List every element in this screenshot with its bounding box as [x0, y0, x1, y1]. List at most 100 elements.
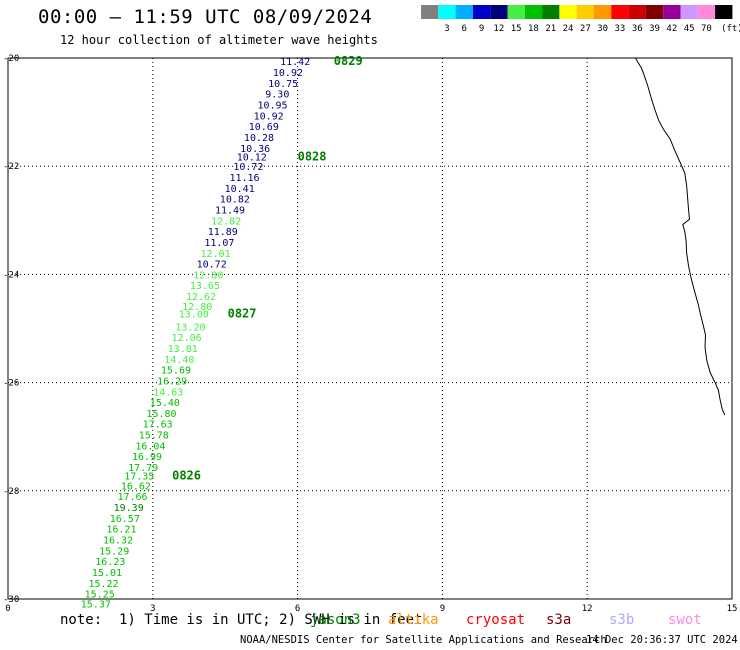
- pass-date-label: 0829: [334, 54, 363, 68]
- legend-label: 15: [511, 24, 522, 34]
- swh-value: 11.16: [229, 173, 259, 184]
- swh-value: 10.36: [240, 144, 270, 155]
- satellite-jason3: jason3: [310, 612, 361, 628]
- legend-swatch: [628, 5, 646, 19]
- legend-swatch: [542, 5, 560, 19]
- x-tick-label: 0: [5, 604, 10, 614]
- swh-value: 17.66: [117, 492, 147, 503]
- legend-swatch: [645, 5, 664, 19]
- legend-swatch: [594, 5, 612, 19]
- satellite-swot: swot: [668, 612, 702, 628]
- swh-value: 12.80: [193, 270, 223, 281]
- swh-value: 10.92: [254, 111, 284, 122]
- swh-value: 10.95: [257, 101, 287, 112]
- pass-date-label: 0826: [172, 469, 201, 483]
- y-tick-label: -30: [3, 595, 19, 605]
- swh-value: 10.12: [237, 152, 267, 163]
- satellite-cryosat: cryosat: [466, 612, 526, 628]
- satellite-s3b: s3b: [609, 612, 635, 628]
- page-subtitle: 12 hour collection of altimeter wave hei…: [60, 33, 378, 47]
- axis-ticks: 0 3 6 9 12 15 -20 -22 -24 -26 -28 -30: [3, 54, 737, 614]
- legend-label: 30: [597, 24, 608, 34]
- swh-value: 10.69: [249, 122, 279, 133]
- swh-value: 12.01: [200, 249, 230, 260]
- legend-swatch: [576, 5, 594, 19]
- swh-value: 14.63: [153, 387, 183, 398]
- coastline-path: [635, 57, 726, 416]
- swh-value: 11.42: [280, 57, 310, 68]
- x-tick-label: 9: [440, 604, 445, 614]
- credit-line: NOAA/NESDIS Center for Satellite Applica…: [240, 634, 607, 646]
- swh-value: 11.89: [208, 227, 238, 238]
- pass-date-label: 0828: [298, 149, 327, 163]
- pass-annotations: 0829 0828 0827 0826: [172, 54, 363, 482]
- swh-value: 16.57: [110, 514, 140, 525]
- swh-value: 15.29: [99, 546, 129, 557]
- grid-lines: [8, 58, 732, 599]
- swh-value: 16.99: [132, 452, 162, 463]
- swh-value: 16.04: [135, 441, 165, 452]
- swh-value: 10.75: [268, 79, 298, 90]
- swh-value: 12.80: [182, 302, 212, 313]
- legend-label: 18: [528, 24, 539, 34]
- swh-value: 15.80: [146, 409, 176, 420]
- legend-label: 39: [649, 24, 660, 34]
- swh-value: 15.78: [139, 431, 169, 442]
- swh-value: 12.82: [211, 216, 241, 227]
- swh-value: 15.40: [150, 398, 180, 409]
- legend-swatch: [715, 5, 733, 19]
- swh-value: 13.65: [190, 281, 220, 292]
- swh-points: 11.4210.9210.759.3010.9510.9210.6910.281…: [81, 57, 310, 610]
- y-tick-label: -24: [3, 270, 19, 280]
- swh-value: 16.21: [106, 525, 136, 536]
- legend-label: 21: [545, 24, 556, 34]
- legend-unit: (ft): [721, 24, 740, 34]
- legend-swatch: [559, 5, 577, 19]
- legend-swatch: [680, 5, 698, 19]
- swh-value: 15.01: [92, 568, 122, 579]
- legend-swatch: [421, 5, 439, 19]
- swh-value: 10.41: [225, 184, 255, 195]
- footnote: note: 1) Time is in UTC; 2) SWH is in fe…: [60, 612, 423, 628]
- x-tick-label: 15: [727, 604, 738, 614]
- legend-label: 36: [632, 24, 643, 34]
- legend-swatch: [490, 5, 508, 19]
- page-title: 00:00 – 11:59 UTC 08/09/2024: [38, 6, 373, 28]
- legend-label: 42: [666, 24, 677, 34]
- swh-value: 13.20: [175, 322, 205, 333]
- swh-value: 14.40: [164, 355, 194, 366]
- swh-value: 17.63: [143, 420, 173, 431]
- swh-value: 12.06: [172, 333, 202, 344]
- swh-value: 17.79: [128, 463, 158, 474]
- y-tick-label: -22: [3, 162, 19, 172]
- swh-value: 12.62: [186, 292, 216, 303]
- legend-swatch: [455, 5, 473, 19]
- y-tick-label: -28: [3, 487, 19, 497]
- swh-value: 16.32: [103, 535, 133, 546]
- x-tick-label: 3: [150, 604, 155, 614]
- swh-value: 15.22: [89, 579, 119, 590]
- swh-value: 11.49: [215, 205, 245, 216]
- legend-swatch: [507, 5, 525, 19]
- legend-label: 3: [444, 24, 449, 34]
- swh-value: 10.72: [233, 162, 263, 173]
- swh-value: 11.07: [204, 238, 234, 249]
- swh-value: 10.82: [220, 195, 250, 206]
- swh-value: 15.37: [81, 599, 111, 610]
- legend-label: 70: [701, 24, 712, 34]
- product-timestamp: 14 Dec 20:36:37 UTC 2024: [586, 634, 738, 646]
- swh-value: 16.23: [95, 557, 125, 568]
- legend-label: 6: [462, 24, 467, 34]
- pass-date-label: 0827: [228, 306, 257, 320]
- coastline: [635, 57, 726, 416]
- legend-swatch: [697, 5, 716, 19]
- swh-value: 15.25: [85, 590, 115, 601]
- swh-value: 16.29: [157, 376, 187, 387]
- legend-swatch: [611, 5, 629, 19]
- swh-value: 10.72: [197, 260, 227, 271]
- swh-value: 10.28: [244, 133, 274, 144]
- legend-swatch: [663, 5, 681, 19]
- satellite-s3a: s3a: [546, 612, 572, 628]
